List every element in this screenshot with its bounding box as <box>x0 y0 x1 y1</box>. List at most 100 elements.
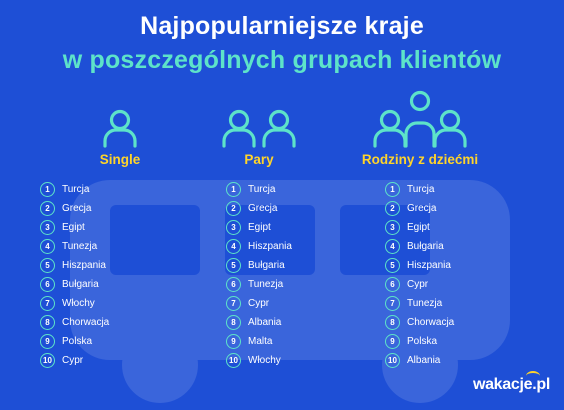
list-item: 7 Włochy <box>40 294 200 313</box>
wakacje-logo: wakacje.pl <box>473 371 550 394</box>
rank-badge: 5 <box>385 258 400 273</box>
rank-badge: 9 <box>40 334 55 349</box>
list-item: 10 Włochy <box>226 351 339 370</box>
country-name: Albania <box>248 317 282 328</box>
rank-badge: 6 <box>385 277 400 292</box>
country-name: Egipt <box>62 222 85 233</box>
list-item: 1 Turcja <box>385 180 500 199</box>
rank-badge: 8 <box>40 315 55 330</box>
rank-badge: 10 <box>40 353 55 368</box>
country-name: Albania <box>407 355 441 366</box>
list-item: 4 Tunezja <box>40 237 200 256</box>
rank-badge: 4 <box>385 239 400 254</box>
list-item: 3 Egipt <box>226 218 339 237</box>
list-item: 9 Polska <box>385 332 500 351</box>
person-icon <box>103 109 137 148</box>
country-name: Włochy <box>62 298 95 309</box>
country-name: Turcja <box>62 184 90 195</box>
list-item: 6 Cypr <box>385 275 500 294</box>
country-name: Polska <box>407 336 438 347</box>
title-line-2: w poszczególnych grupach klientów <box>62 46 502 74</box>
list-item: 4 Bułgaria <box>385 237 500 256</box>
rank-badge: 3 <box>40 220 55 235</box>
group-title: Single <box>99 152 141 167</box>
country-name: Grecja <box>248 203 278 214</box>
country-name: Egipt <box>407 222 430 233</box>
rank-badge: 1 <box>40 182 55 197</box>
list-item: 5 Hiszpania <box>385 256 500 275</box>
rank-badge: 2 <box>226 201 241 216</box>
country-name: Bułgaria <box>407 241 444 252</box>
logo-arc-icon <box>526 371 540 381</box>
country-name: Tunezja <box>62 241 98 252</box>
country-name: Chorwacja <box>62 317 110 328</box>
country-name: Malta <box>248 336 273 347</box>
list-item: 6 Bułgaria <box>40 275 200 294</box>
list-item: 3 Egipt <box>385 218 500 237</box>
list-item: 8 Chorwacja <box>385 313 500 332</box>
country-name: Polska <box>62 336 93 347</box>
country-name: Cypr <box>248 298 270 309</box>
rank-badge: 8 <box>385 315 400 330</box>
title-line-1: Najpopularniejsze kraje <box>140 12 424 40</box>
list-item: 2 Grecja <box>226 199 339 218</box>
country-name: Hiszpania <box>248 241 292 252</box>
rank-badge: 4 <box>226 239 241 254</box>
rank-badge: 5 <box>40 258 55 273</box>
country-name: Chorwacja <box>407 317 455 328</box>
rank-badge: 7 <box>40 296 55 311</box>
list-item: 10 Cypr <box>40 351 200 370</box>
rank-badge: 10 <box>385 353 400 368</box>
rank-badge: 7 <box>226 296 241 311</box>
group-rodziny: Rodziny z dziećmi 1 Turcja 2 Grecja 3 Egipt… <box>340 90 500 370</box>
rank-badge: 9 <box>226 334 241 349</box>
rank-badge: 1 <box>385 182 400 197</box>
rank-badge: 2 <box>40 201 55 216</box>
country-name: Grecja <box>407 203 437 214</box>
country-name: Włochy <box>248 355 281 366</box>
bus-illustration <box>70 180 510 403</box>
rank-badge: 1 <box>226 182 241 197</box>
list-item: 10 Albania <box>385 351 500 370</box>
list-item: 1 Turcja <box>226 180 339 199</box>
country-name: Bułgaria <box>248 260 285 271</box>
country-name: Tunezja <box>248 279 284 290</box>
country-name: Cypr <box>407 279 429 290</box>
list-item: 2 Grecja <box>40 199 200 218</box>
list-item: 5 Bułgaria <box>226 256 339 275</box>
rank-badge: 4 <box>40 239 55 254</box>
rank-badge: 6 <box>226 277 241 292</box>
group-title: Pary <box>244 152 274 167</box>
country-name: Hiszpania <box>407 260 451 271</box>
list-item: 9 Malta <box>226 332 339 351</box>
list-item: 2 Grecja <box>385 199 500 218</box>
rank-badge: 3 <box>385 220 400 235</box>
couple-icon <box>222 109 296 148</box>
list-item: 8 Chorwacja <box>40 313 200 332</box>
rank-badge: 6 <box>40 277 55 292</box>
list-item: 1 Turcja <box>40 180 200 199</box>
group-title: Rodziny z dziećmi <box>361 152 479 167</box>
country-name: Bułgaria <box>62 279 99 290</box>
list-item: 3 Egipt <box>40 218 200 237</box>
rank-badge: 8 <box>226 315 241 330</box>
rank-badge: 3 <box>226 220 241 235</box>
list-item: 9 Polska <box>40 332 200 351</box>
list-item: 7 Cypr <box>226 294 339 313</box>
rank-badge: 9 <box>385 334 400 349</box>
rank-badge: 7 <box>385 296 400 311</box>
country-name: Egipt <box>248 222 271 233</box>
list-item: 6 Tunezja <box>226 275 339 294</box>
country-name: Turcja <box>407 184 435 195</box>
country-name: Cypr <box>62 355 84 366</box>
country-name: Grecja <box>62 203 92 214</box>
country-name: Turcja <box>248 184 276 195</box>
rank-badge: 5 <box>226 258 241 273</box>
group-single: Single 1 Turcja 2 Grecja 3 Egipt 4 Tunezja 5… <box>40 90 200 370</box>
rank-badge: 2 <box>385 201 400 216</box>
rank-badge: 10 <box>226 353 241 368</box>
country-name: Hiszpania <box>62 260 106 271</box>
family-icon <box>373 90 467 148</box>
country-name: Tunezja <box>407 298 443 309</box>
list-item: 7 Tunezja <box>385 294 500 313</box>
